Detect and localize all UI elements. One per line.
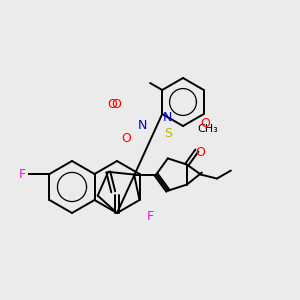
Text: F: F xyxy=(146,211,154,224)
Text: O: O xyxy=(111,98,121,111)
Text: O: O xyxy=(107,98,117,112)
Text: O: O xyxy=(200,117,210,130)
Text: O: O xyxy=(195,146,205,159)
Text: CH₃: CH₃ xyxy=(197,124,218,134)
Text: S: S xyxy=(164,127,172,140)
Text: O: O xyxy=(121,133,131,146)
Text: F: F xyxy=(19,167,26,181)
Text: N: N xyxy=(137,119,147,132)
Text: N: N xyxy=(163,111,172,124)
